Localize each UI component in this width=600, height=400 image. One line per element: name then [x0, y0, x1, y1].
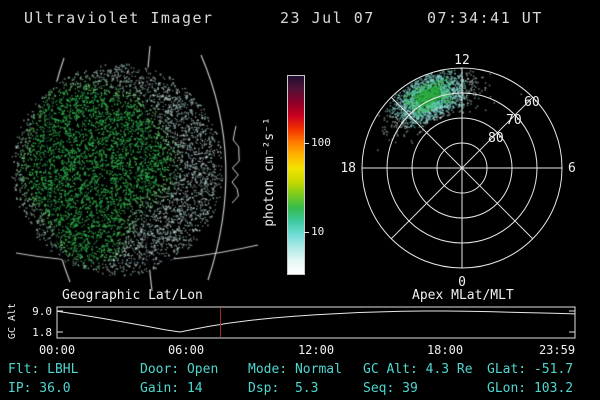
polar-grid: 12 18 6 0 60 70 80: [340, 53, 576, 290]
mlt-label-0: 0: [458, 275, 466, 290]
app-title: Ultraviolet Imager: [24, 9, 214, 27]
status-dsp: Dsp: 5.3: [248, 381, 319, 396]
mlat-ring-label-80: 80: [488, 131, 504, 146]
status-flt: Flt: LBHL: [8, 362, 79, 377]
colorbar-tick-10: 10: [311, 225, 325, 238]
mlt-label-12: 12: [454, 53, 470, 68]
status-glat: GLat: -51.7: [487, 362, 574, 377]
gc-alt-chart: [56, 306, 576, 339]
status-seq: Seq: 39: [363, 381, 418, 396]
date-label: 23 Jul 07: [280, 9, 375, 27]
mlat-ring-label-60: 60: [524, 95, 540, 110]
xtick-0600: 06:00: [167, 343, 205, 357]
ytick-1-8: 1.8: [32, 326, 52, 339]
xtick-2359: 23:59: [538, 343, 576, 357]
xtick-1800: 18:00: [426, 343, 464, 357]
mlat-ring-label-70: 70: [506, 113, 522, 128]
status-door: Door: Open: [140, 362, 219, 377]
ytick-9: 9.0: [32, 305, 52, 318]
status-ip: IP: 36.0: [8, 381, 71, 396]
gc-alt-curve: [56, 310, 575, 333]
xtick-1200: 12:00: [297, 343, 335, 357]
colorbar-tick-mark: [304, 143, 309, 144]
status-mode: Mode: Normal: [248, 362, 342, 377]
colorbar-tick-100: 100: [311, 136, 331, 149]
status-gc-alt: GC Alt: 4.3 Re: [363, 362, 473, 377]
mlt-label-6: 6: [568, 161, 576, 176]
xtick-0000: 00:00: [38, 343, 76, 357]
disk-caption: Geographic Lat/Lon: [62, 288, 203, 303]
mlt-label-18: 18: [340, 161, 356, 176]
gc-alt-axis-label: GC Alt: [7, 302, 18, 340]
time-label: 07:34:41 UT: [427, 9, 543, 27]
colorbar-units-label: photon cm⁻²s⁻¹: [262, 117, 277, 227]
colorbar-gradient: [287, 75, 305, 275]
status-glon: GLon: 103.2: [487, 381, 574, 396]
polar-caption: Apex MLat/MLT: [412, 288, 514, 303]
colorbar-tick-mark: [304, 232, 309, 233]
status-gain: Gain: 14: [140, 381, 203, 396]
